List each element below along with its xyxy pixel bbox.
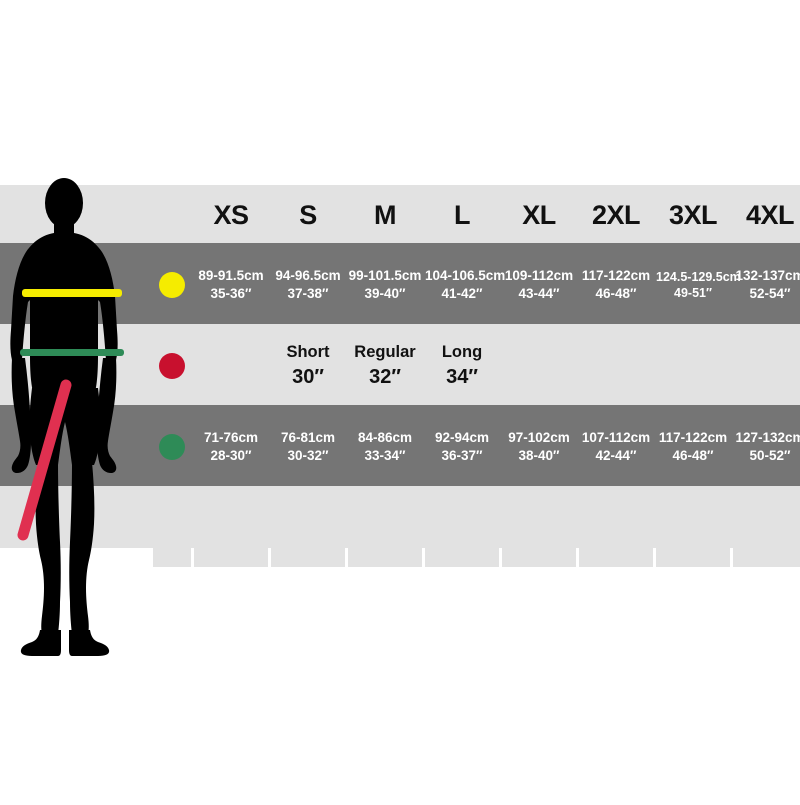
inseam-dot-icon — [159, 353, 185, 379]
header-size-4xl: 4XL — [733, 188, 800, 243]
header-size-s: S — [271, 188, 345, 243]
waist-2xl-cm: 107-112cm — [581, 430, 651, 446]
inseam-cell-xl — [502, 327, 576, 405]
chest-measure-line — [22, 289, 122, 297]
table-header-row: XS S M L XL 2XL 3XL 4XL — [153, 188, 800, 243]
footer-cell-xs — [194, 489, 268, 567]
inseam-m-label: Regular — [354, 342, 416, 361]
inseam-cell-xs — [194, 327, 268, 405]
inseam-marker-cell — [153, 327, 191, 405]
chest-4xl-cm: 132-137cm — [735, 268, 800, 284]
inseam-m-value: 32″ — [369, 366, 401, 389]
inseam-measure-line — [17, 379, 72, 541]
footer-cell-3xl — [656, 489, 730, 567]
chest-cell-4xl: 132-137cm 52-54″ — [733, 246, 800, 324]
waist-cell-4xl: 127-132cm 50-52″ — [733, 408, 800, 486]
waist-xs-in: 28-30″ — [210, 447, 252, 463]
chest-xl-in: 43-44″ — [518, 285, 560, 301]
waist-cell-xs: 71-76cm 28-30″ — [194, 408, 268, 486]
waist-measure-line — [20, 349, 124, 356]
chest-l-cm: 104-106.5cm — [425, 268, 506, 284]
waist-cell-s: 76-81cm 30-32″ — [271, 408, 345, 486]
chest-cell-l: 104-106.5cm 41-42″ — [425, 246, 506, 324]
table-row-waist: 71-76cm 28-30″ 76-81cm 30-32″ 84-86cm 33… — [153, 408, 800, 486]
waist-4xl-in: 50-52″ — [749, 447, 791, 463]
chest-cell-xl: 109-112cm 43-44″ — [502, 246, 576, 324]
chest-xs-in: 35-36″ — [210, 285, 252, 301]
inseam-cell-m: Regular 32″ — [348, 327, 422, 405]
chest-l-in: 41-42″ — [441, 285, 483, 301]
header-corner-cell — [153, 188, 191, 243]
chest-dot-icon — [159, 272, 185, 298]
inseam-cell-4xl — [733, 327, 800, 405]
waist-2xl-in: 42-44″ — [595, 447, 637, 463]
body-silhouette — [0, 0, 150, 800]
chest-m-in: 39-40″ — [364, 285, 406, 301]
footer-cell-2xl — [579, 489, 653, 567]
inseam-cell-3xl — [656, 327, 730, 405]
inseam-l-value: 34″ — [446, 366, 478, 389]
chest-cell-s: 94-96.5cm 37-38″ — [271, 246, 345, 324]
footer-cell-xl — [502, 489, 576, 567]
table-row-inseam: Short 30″ Regular 32″ Long 34″ — [153, 327, 800, 405]
waist-cell-l: 92-94cm 36-37″ — [425, 408, 499, 486]
chest-m-cm: 99-101.5cm — [348, 268, 422, 284]
inseam-cell-2xl — [579, 327, 653, 405]
chest-2xl-in: 46-48″ — [595, 285, 637, 301]
chest-s-cm: 94-96.5cm — [275, 268, 341, 284]
inseam-cell-s: Short 30″ — [271, 327, 345, 405]
waist-3xl-in: 46-48″ — [672, 447, 714, 463]
chest-cell-3xl: 124.5-129.5cm 49-51″ — [656, 246, 741, 324]
waist-cell-xl: 97-102cm 38-40″ — [502, 408, 576, 486]
waist-l-in: 36-37″ — [441, 447, 483, 463]
header-size-m: M — [348, 188, 422, 243]
chest-xl-cm: 109-112cm — [504, 268, 574, 284]
header-size-l: L — [425, 188, 499, 243]
footer-cell-dot — [153, 489, 191, 567]
waist-cell-3xl: 117-122cm 46-48″ — [656, 408, 730, 486]
footer-cell-m — [348, 489, 422, 567]
chest-3xl-in: 49-51″ — [674, 285, 712, 300]
waist-m-cm: 84-86cm — [357, 430, 413, 446]
chest-2xl-cm: 117-122cm — [581, 268, 651, 284]
footer-cell-4xl — [733, 489, 800, 567]
size-table: XS S M L XL 2XL 3XL 4XL 89-91.5cm 35-36″… — [150, 185, 800, 570]
header-size-xs: XS — [194, 188, 268, 243]
footer-cell-s — [271, 489, 345, 567]
waist-dot-icon — [159, 434, 185, 460]
inseam-cell-l: Long 34″ — [425, 327, 499, 405]
waist-4xl-cm: 127-132cm — [735, 430, 800, 446]
inseam-s-value: 30″ — [292, 366, 324, 389]
waist-3xl-cm: 117-122cm — [658, 430, 728, 446]
silhouette-body — [10, 178, 118, 656]
chest-cell-xs: 89-91.5cm 35-36″ — [194, 246, 268, 324]
waist-m-in: 33-34″ — [364, 447, 406, 463]
header-size-xl: XL — [502, 188, 576, 243]
waist-marker-cell — [153, 408, 191, 486]
chest-s-in: 37-38″ — [287, 285, 329, 301]
header-size-2xl: 2XL — [579, 188, 653, 243]
inseam-s-label: Short — [286, 342, 330, 361]
header-size-3xl: 3XL — [656, 188, 730, 243]
waist-l-cm: 92-94cm — [434, 430, 490, 446]
waist-xl-cm: 97-102cm — [508, 430, 570, 446]
chest-cell-2xl: 117-122cm 46-48″ — [579, 246, 653, 324]
chest-3xl-cm: 124.5-129.5cm — [656, 269, 741, 284]
footer-cell-l — [425, 489, 499, 567]
waist-cell-m: 84-86cm 33-34″ — [348, 408, 422, 486]
chest-4xl-in: 52-54″ — [749, 285, 791, 301]
table-row-footer — [153, 489, 800, 567]
chest-cell-m: 99-101.5cm 39-40″ — [348, 246, 422, 324]
table-row-chest: 89-91.5cm 35-36″ 94-96.5cm 37-38″ 99-101… — [153, 246, 800, 324]
waist-xl-in: 38-40″ — [518, 447, 560, 463]
waist-xs-cm: 71-76cm — [203, 430, 259, 446]
inseam-l-label: Long — [441, 342, 483, 361]
waist-s-cm: 76-81cm — [280, 430, 336, 446]
chest-xs-cm: 89-91.5cm — [198, 268, 264, 284]
waist-cell-2xl: 107-112cm 42-44″ — [579, 408, 653, 486]
chest-marker-cell — [153, 246, 191, 324]
waist-s-in: 30-32″ — [287, 447, 329, 463]
